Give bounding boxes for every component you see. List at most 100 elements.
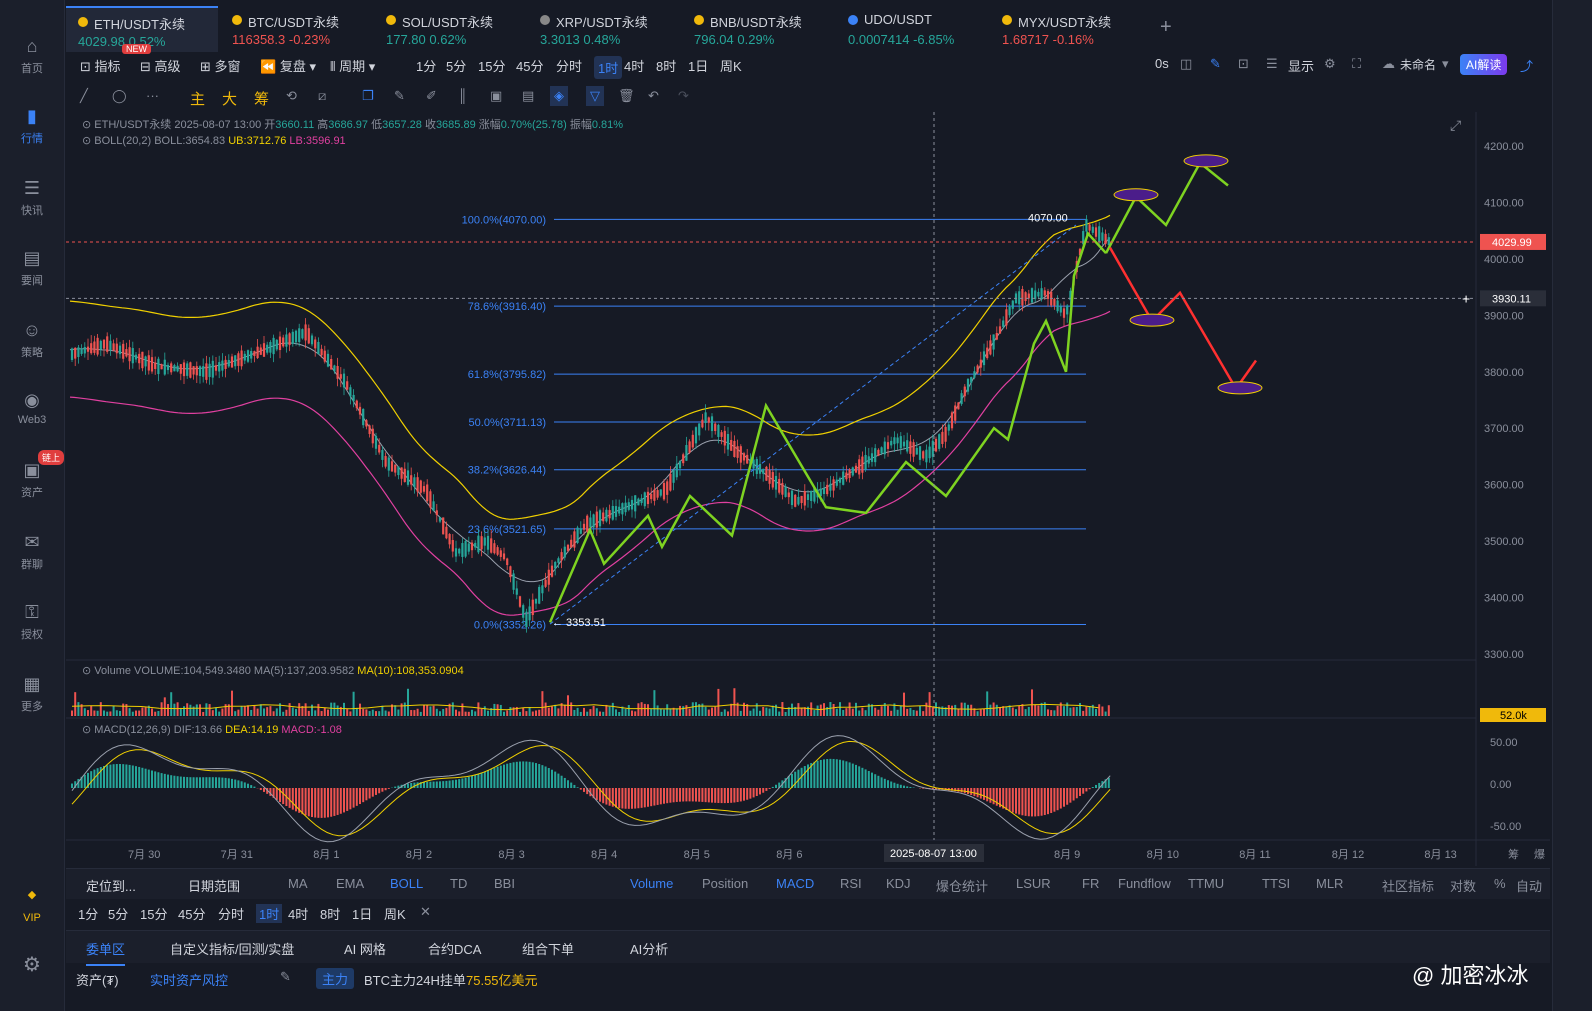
cloud-icon[interactable]: ☁: [1382, 56, 1395, 71]
camera-icon[interactable]: ◫: [1180, 56, 1193, 71]
magnet-active-icon[interactable]: ◈: [550, 86, 568, 106]
symbol-tab[interactable]: BTC/USDT永续 116358.3 -0.23%: [220, 6, 372, 50]
pen-icon[interactable]: ✎: [394, 88, 405, 103]
bottom-tab-2[interactable]: AI 网格: [344, 942, 386, 957]
chevron-down-icon[interactable]: ▾: [1442, 56, 1449, 71]
edit-icon[interactable]: ✎: [280, 969, 291, 984]
pen-icon[interactable]: ✎: [1210, 56, 1221, 71]
collapse-icon[interactable]: ⊙: [82, 724, 95, 736]
symbol-tab[interactable]: BNB/USDT永续 796.04 0.29%: [682, 6, 834, 50]
chart-canvas[interactable]: 4200.00 4100.00 4000.00 3900.00 3800.00 3700.…: [66, 112, 1550, 866]
add-tab-button[interactable]: +: [1160, 16, 1172, 38]
sub-indicator-7[interactable]: FR: [1082, 876, 1100, 891]
bottom-interval-0[interactable]: 1分: [78, 907, 99, 922]
close-icon[interactable]: ✕: [420, 904, 431, 919]
symbol-tab[interactable]: XRP/USDT永续 3.3013 0.48%: [528, 6, 680, 50]
kline-chart[interactable]: 4200.00 4100.00 4000.00 3900.00 3800.00 3700.…: [66, 112, 1550, 866]
sub-indicator-0[interactable]: Volume: [630, 876, 674, 891]
layout-name-button[interactable]: 未命名: [1400, 58, 1437, 72]
interval-6[interactable]: 4时: [624, 59, 645, 74]
sub-indicator-10[interactable]: TTSI: [1262, 876, 1291, 891]
interval-8[interactable]: 1日: [688, 59, 709, 74]
big-order-tool[interactable]: 大: [222, 91, 238, 108]
toolbar-interval-button[interactable]: ⫴ 周期 ▾: [330, 56, 375, 75]
indicator-option-3[interactable]: 自动: [1516, 879, 1543, 894]
indicator-option-2[interactable]: %: [1494, 876, 1506, 891]
sub-indicator-4[interactable]: KDJ: [886, 876, 911, 891]
interval-0[interactable]: 1分: [416, 59, 437, 74]
indicator-option-0[interactable]: 社区指标: [1382, 879, 1435, 894]
bottom-tab-5[interactable]: AI分析: [630, 942, 669, 957]
more-tools-icon[interactable]: ···: [146, 88, 159, 103]
sub-indicator-3[interactable]: RSI: [840, 876, 862, 891]
collapse-icon[interactable]: ⊙: [82, 135, 95, 147]
main-indicator-ma[interactable]: MA: [288, 876, 308, 891]
ruler-icon[interactable]: ⧄: [318, 88, 327, 103]
brush-icon[interactable]: ✐: [426, 88, 437, 103]
main-force-tool[interactable]: 主: [190, 91, 206, 108]
main-indicator-td[interactable]: TD: [450, 876, 468, 891]
settings-gear-icon[interactable]: ⚙: [23, 954, 41, 976]
indicator-option-1[interactable]: 对数: [1450, 879, 1477, 894]
nav-item-6[interactable]: ▣ 资产 链上: [0, 450, 64, 500]
sub-indicator-2[interactable]: MACD: [776, 876, 815, 891]
display-button[interactable]: 显示: [1288, 59, 1315, 74]
magnet-icon[interactable]: ⟲: [286, 88, 297, 103]
sub-indicator-9[interactable]: TTMU: [1188, 876, 1225, 891]
right-panel-edge[interactable]: [1552, 0, 1592, 1011]
interval-4[interactable]: 分时: [556, 59, 583, 74]
nav-item-5[interactable]: ◉ Web3: [0, 390, 64, 426]
interval-1[interactable]: 5分: [446, 59, 467, 74]
bottom-interval-6[interactable]: 4时: [288, 907, 309, 922]
symbol-tab[interactable]: ETH/USDT永续 4029.98 0.52% NEW: [66, 6, 218, 54]
nav-item-8[interactable]: ⚿ 授权: [0, 602, 64, 642]
bottom-interval-8[interactable]: 1日: [352, 907, 373, 922]
bottom-interval-2[interactable]: 15分: [140, 907, 168, 922]
bottom-interval-9[interactable]: 周K: [384, 907, 406, 922]
edit-icon[interactable]: ▤: [522, 88, 535, 103]
bottom-interval-3[interactable]: 45分: [178, 907, 206, 922]
undo-icon[interactable]: ↶: [648, 88, 659, 103]
line-tool-icon[interactable]: ╱: [80, 88, 88, 103]
redo-icon[interactable]: ↷: [678, 88, 689, 103]
toolbar-replay-button[interactable]: ⏪ 复盘 ▾: [260, 56, 316, 75]
bottom-interval-5[interactable]: 1时: [256, 904, 283, 923]
main-indicator-ema[interactable]: EMA: [336, 876, 365, 891]
interval-7[interactable]: 8时: [656, 59, 677, 74]
bottom-interval-7[interactable]: 8时: [320, 907, 341, 922]
risk-link[interactable]: 实时资产风控: [150, 973, 229, 988]
window-icon[interactable]: ⊡: [1238, 56, 1249, 71]
chip-tool[interactable]: 筹: [254, 91, 270, 108]
nav-item-3[interactable]: ▤ 要闻: [0, 248, 64, 288]
copy-icon[interactable]: ❐: [362, 88, 374, 103]
interval-9[interactable]: 周K: [720, 59, 742, 74]
bottom-tab-1[interactable]: 自定义指标/回测/实盘: [170, 942, 295, 957]
collapse-icon[interactable]: ⊙: [82, 119, 95, 131]
symbol-tab[interactable]: MYX/USDT永续 1.68717 -0.16%: [990, 6, 1142, 50]
list-icon[interactable]: ☰: [1266, 56, 1278, 71]
nav-item-2[interactable]: ☰ 快讯: [0, 178, 64, 218]
sub-indicator-6[interactable]: LSUR: [1016, 876, 1051, 891]
fullscreen-icon[interactable]: ⛶: [1352, 56, 1362, 71]
collapse-icon[interactable]: ⊙: [82, 665, 95, 677]
main-indicator-bbi[interactable]: BBI: [494, 876, 515, 891]
delete-icon[interactable]: 🗑: [618, 88, 635, 103]
vip-button[interactable]: ◆ VIP: [0, 888, 64, 924]
nav-item-0[interactable]: ⌂ 首页: [0, 36, 64, 76]
interval-5[interactable]: 1时: [594, 56, 623, 79]
bottom-tab-0[interactable]: 委单区: [86, 939, 126, 966]
filter-icon[interactable]: ▽: [586, 86, 604, 106]
lock-icon[interactable]: ▣: [490, 88, 503, 103]
ellipse-tool-icon[interactable]: ◯: [112, 88, 127, 103]
share-icon[interactable]: ⤴: [1520, 59, 1534, 74]
symbol-tab[interactable]: UDO/USDT 0.0007414 -6.85%: [836, 6, 988, 50]
candle-tool-icon[interactable]: ║: [458, 88, 468, 103]
ai-interpret-button[interactable]: AI解读: [1460, 54, 1508, 75]
bottom-tab-3[interactable]: 合约DCA: [428, 942, 482, 957]
countdown-label[interactable]: 0s: [1155, 56, 1169, 71]
bottom-tab-4[interactable]: 组合下单: [522, 942, 575, 957]
settings-icon[interactable]: ⚙: [1324, 56, 1336, 71]
toolbar-advanced-button[interactable]: ⊟ 高级: [140, 56, 181, 75]
sub-indicator-5[interactable]: 爆仓统计: [936, 879, 989, 894]
interval-2[interactable]: 15分: [478, 59, 506, 74]
